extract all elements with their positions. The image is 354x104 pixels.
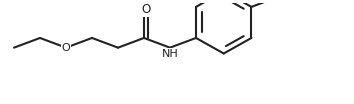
Text: O: O [62, 43, 70, 53]
Text: NH: NH [162, 49, 178, 59]
Text: O: O [141, 3, 150, 16]
